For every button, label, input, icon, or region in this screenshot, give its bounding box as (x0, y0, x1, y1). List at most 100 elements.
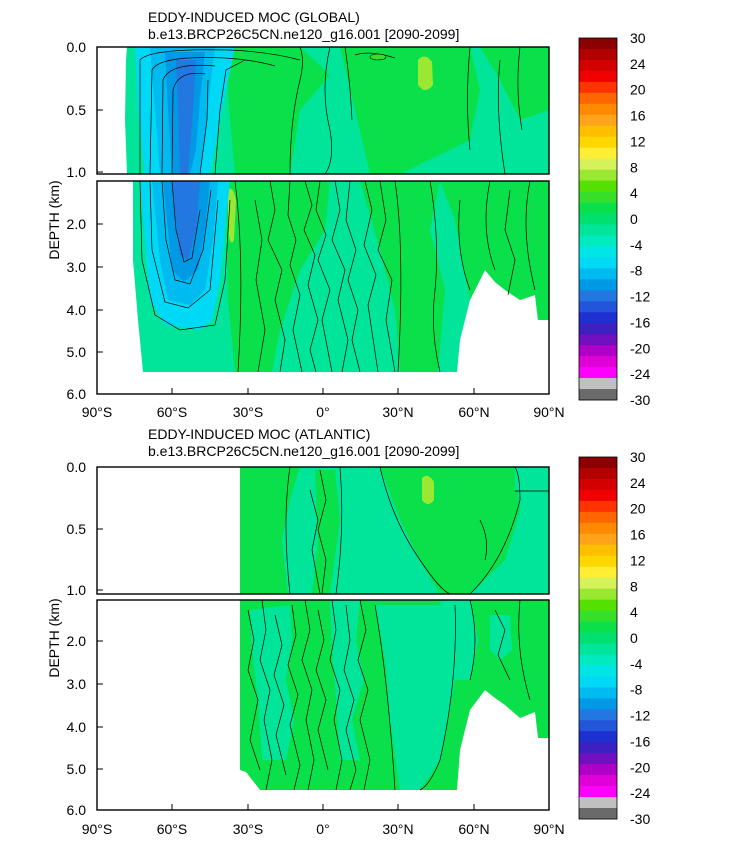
atlantic-colorbar-label: 24 (630, 475, 646, 491)
global-colorbar-swatch (579, 48, 617, 61)
global-colorbar-swatch (579, 290, 617, 302)
global-xtick-4: 30°N (382, 404, 413, 420)
atlantic-lower-field (97, 600, 549, 810)
atlantic-ytick-1: 0.5 (67, 521, 87, 537)
global-colorbar-swatch (579, 323, 617, 335)
global-colorbar-swatch (579, 389, 617, 401)
panel-global-subtitle: b.e13.BRCP26C5CN.ne120_g16.001 [2090-209… (148, 26, 459, 42)
global-colorbar-swatch (579, 202, 617, 214)
global-colorbar-swatch (579, 169, 617, 182)
atlantic-colorbar-swatch (579, 665, 617, 677)
panel-atlantic: EDDY-INDUCED MOC (ATLANTIC) b.e13.BRCP26… (46, 426, 565, 837)
global-colorbar-swatch (579, 103, 617, 116)
atlantic-colorbar-swatch (579, 478, 617, 491)
global-colorbar-swatch (579, 125, 617, 138)
atlantic-colorbar-swatch (579, 742, 617, 754)
panel-atlantic-subtitle: b.e13.BRCP26C5CN.ne120_g16.001 [2090-209… (148, 443, 459, 459)
global-colorbar-swatch (579, 59, 617, 72)
global-upper-field (97, 47, 549, 174)
global-colorbar-label: 0 (630, 211, 638, 227)
global-colorbar-swatch (579, 191, 617, 203)
atlantic-colorbar-swatch (579, 797, 617, 809)
atlantic-y-axis-label: DEPTH (km) (46, 598, 62, 677)
atlantic-colorbar-swatch (579, 511, 617, 524)
atlantic-colorbar-swatch (579, 764, 617, 776)
atlantic-xtick-0: 90°S (82, 821, 113, 837)
atlantic-ytick-6: 5.0 (67, 761, 87, 777)
atlantic-xtick-2: 30°S (233, 821, 264, 837)
atlantic-colorbar-label: -12 (630, 708, 650, 724)
global-xtick-0: 90°S (82, 404, 113, 420)
global-colorbar-swatch (579, 114, 617, 127)
global-colorbar-label: -16 (630, 314, 650, 330)
global-colorbar-label: 30 (630, 30, 646, 46)
global-xtick-2: 30°S (233, 404, 264, 420)
panel-atlantic-title: EDDY-INDUCED MOC (ATLANTIC) (148, 426, 370, 442)
global-colorbar-swatch (579, 136, 617, 149)
global-colorbar-swatch (579, 235, 617, 247)
global-colorbar-label: -30 (630, 392, 650, 408)
atlantic-colorbar-label: -30 (630, 811, 650, 827)
atlantic-colorbar-label: -20 (630, 759, 650, 775)
global-colorbar-swatch (579, 70, 617, 83)
atlantic-colorbar-swatch (579, 786, 617, 798)
atlantic-colorbar-swatch (579, 643, 617, 655)
atlantic-colorbar-label: 16 (630, 527, 646, 543)
global-colorbar-swatch (579, 268, 617, 280)
atlantic-upper-frame (96, 466, 550, 595)
global-colorbar-swatch (579, 92, 617, 105)
atlantic-ytick-2: 1.0 (67, 582, 87, 598)
global-colorbar-label: -8 (630, 263, 643, 279)
atlantic-colorbar-swatch (579, 610, 617, 622)
atlantic-colorbar-swatch (579, 489, 617, 502)
atlantic-ytick-0: 0.0 (67, 459, 87, 475)
atlantic-colorbar-label: 20 (630, 501, 646, 517)
atlantic-ytick-7: 6.0 (67, 802, 87, 818)
atlantic-colorbar-swatch (579, 457, 617, 469)
global-colorbar-swatch (579, 158, 617, 171)
atlantic-colorbar-swatch (579, 522, 617, 535)
colorbar-global: 30 24 20 16 12 8 4 0 -4 -8 -12 -16 -20 -24 -30 (578, 30, 650, 408)
global-ytick-0: 0.0 (67, 39, 87, 55)
atlantic-y-ticks (97, 466, 103, 770)
global-colorbar-swatch (579, 312, 617, 324)
atlantic-colorbar-swatch (579, 808, 617, 820)
global-xtick-6: 90°N (533, 404, 564, 420)
global-y-axis-label: DEPTH (km) (46, 180, 62, 259)
global-ytick-5: 4.0 (67, 302, 87, 318)
atlantic-colorbar-swatch (579, 588, 617, 601)
atlantic-colorbar-label: 30 (630, 449, 646, 465)
atlantic-colorbar-swatch (579, 731, 617, 743)
global-ytick-7: 6.0 (67, 386, 87, 402)
global-xtick-5: 60°N (458, 404, 489, 420)
atlantic-xtick-5: 60°N (458, 821, 489, 837)
atlantic-colorbar-label: -4 (630, 656, 643, 672)
global-colorbar-label: 12 (630, 133, 646, 149)
global-colorbar-swatch (579, 257, 617, 269)
atlantic-ytick-4: 3.0 (67, 676, 87, 692)
panel-global-title: EDDY-INDUCED MOC (GLOBAL) (148, 9, 360, 25)
global-colorbar-swatch (579, 180, 617, 192)
global-colorbar-label: -24 (630, 366, 650, 382)
global-colorbar-label: -20 (630, 340, 650, 356)
atlantic-colorbar-label: 4 (630, 604, 638, 620)
atlantic-ytick-5: 4.0 (67, 719, 87, 735)
atlantic-colorbar-swatch (579, 555, 617, 568)
atlantic-xtick-4: 30°N (382, 821, 413, 837)
global-colorbar-label: 24 (630, 56, 646, 72)
atlantic-xtick-6: 90°N (533, 821, 564, 837)
atlantic-colorbar-swatch (579, 632, 617, 644)
atlantic-colorbar-swatch (579, 753, 617, 765)
global-ytick-1: 0.5 (67, 102, 87, 118)
global-colorbar-swatch (579, 213, 617, 225)
global-xtick-1: 60°S (157, 404, 188, 420)
global-colorbar-label: 20 (630, 82, 646, 98)
global-colorbar-swatch (579, 356, 617, 368)
atlantic-colorbar-swatch (579, 577, 617, 590)
atlantic-xtick-3: 0° (316, 821, 329, 837)
global-ytick-2: 1.0 (67, 164, 87, 180)
global-colorbar-swatch (579, 367, 617, 379)
atlantic-upper-field (97, 467, 549, 594)
atlantic-colorbar-label: 8 (630, 578, 638, 594)
global-colorbar-label: 16 (630, 108, 646, 124)
